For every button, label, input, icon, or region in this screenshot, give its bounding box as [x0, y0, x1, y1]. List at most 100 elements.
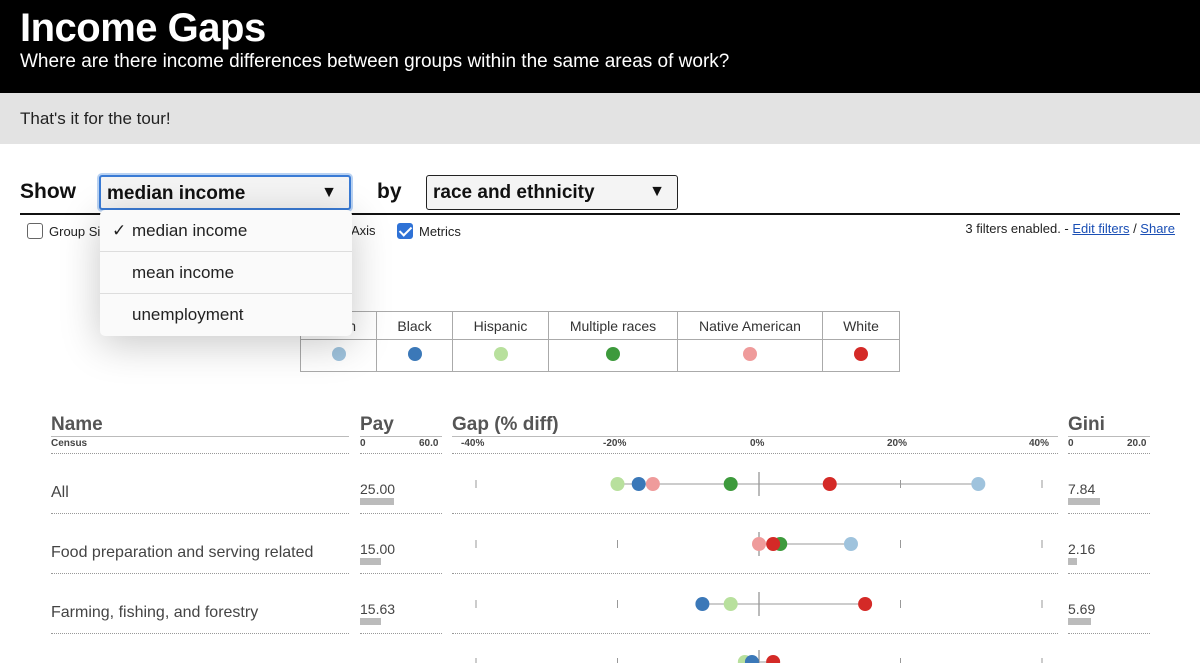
gini-bar [1068, 618, 1092, 625]
filters-text: 3 filters enabled. - [965, 221, 1073, 236]
checkbox-box[interactable] [27, 223, 43, 239]
row-name[interactable]: All [51, 484, 69, 501]
pay-bar [360, 498, 395, 505]
by-label: by [377, 180, 402, 203]
gap-dot-multiple-races[interactable] [723, 477, 738, 491]
legend-dot-white [854, 347, 868, 361]
gap-dot-hispanic[interactable] [723, 597, 738, 611]
pay-value: 15.63 [360, 601, 396, 617]
gap-tick-label: 20% [887, 438, 908, 449]
row-name[interactable]: Food preparation and serving related [51, 544, 314, 561]
app-header: Income Gaps Where are there income diffe… [0, 0, 1200, 93]
subheader-census: Census [51, 438, 88, 449]
controls-divider [20, 213, 1180, 215]
row-rule [51, 573, 349, 574]
metric-dropdown-menu: ✓ median income mean income unemployment [100, 210, 352, 336]
metric-select[interactable]: median income ▼ [99, 175, 351, 210]
group-select[interactable]: race and ethnicity ▼ [426, 175, 678, 210]
gap-dot-black[interactable] [695, 597, 710, 611]
pay-value: 25.00 [360, 481, 396, 497]
checkbox-box-checked[interactable] [397, 223, 413, 239]
subheader-rule [1068, 453, 1150, 454]
legend-dot-asian [331, 347, 346, 361]
legend-dot-black [407, 347, 422, 361]
legend-swatch-cell [677, 339, 823, 372]
checkbox-label: Metrics [419, 223, 461, 239]
pay-value: 15.00 [360, 541, 396, 557]
legend-swatch-cell [376, 339, 453, 372]
row-rule [1068, 573, 1150, 574]
gap-dot-black[interactable] [744, 655, 759, 663]
gap-dot-white[interactable] [822, 477, 837, 491]
gini-axis-min: 0 [1068, 438, 1074, 449]
header-rule [360, 436, 442, 437]
gini-value: 7.84 [1068, 481, 1096, 497]
column-header-name[interactable]: Name [51, 414, 103, 435]
pay-axis-max: 60.0 [419, 438, 439, 449]
legend-dot-native-american [743, 347, 757, 361]
gap-tick-label: -40% [461, 438, 485, 449]
legend-swatch-cell [822, 339, 900, 372]
checkbox-label: Group Si [49, 223, 101, 239]
checkbox-label: Axis [351, 223, 376, 238]
metric-select-value: median income [107, 183, 246, 204]
axis-checkbox[interactable]: Axis [351, 223, 376, 238]
tour-message: That's it for the tour! [20, 109, 171, 128]
tour-banner: That's it for the tour! [0, 93, 1200, 144]
chevron-down-icon: ▼ [649, 183, 665, 200]
column-header-pay[interactable]: Pay [360, 414, 394, 435]
row-rule [51, 513, 349, 514]
gap-dot-white[interactable] [766, 537, 781, 551]
dropdown-option-median-income[interactable]: ✓ median income [100, 210, 352, 252]
column-header-gap[interactable]: Gap (% diff) [452, 414, 559, 435]
row-rule [360, 513, 442, 514]
chevron-down-icon: ▼ [321, 184, 337, 201]
group-size-checkbox[interactable]: Group Si [27, 223, 100, 239]
edit-filters-link[interactable]: Edit filters [1072, 221, 1130, 236]
column-header-gini[interactable]: Gini [1068, 414, 1105, 435]
gap-dot-white[interactable] [766, 655, 781, 663]
gap-dot-black[interactable] [631, 477, 646, 491]
gap-tick-label: -20% [603, 438, 627, 449]
page-title: Income Gaps [20, 6, 266, 50]
gini-bar [1068, 558, 1077, 565]
dropdown-option-label: unemployment [132, 305, 244, 324]
gap-dot-white[interactable] [858, 597, 873, 611]
header-rule [51, 436, 349, 437]
gap-dot-hispanic[interactable] [610, 477, 625, 491]
metrics-checkbox[interactable]: Metrics [397, 223, 461, 239]
share-link[interactable]: Share [1140, 221, 1175, 236]
row-rule [360, 573, 442, 574]
row-rule [51, 633, 349, 634]
dropdown-option-label: median income [132, 221, 248, 240]
row-rule [452, 513, 1058, 514]
pay-bar [360, 558, 381, 565]
legend-label-hispanic: Hispanic [452, 311, 549, 340]
row-rule [360, 633, 442, 634]
row-rule [1068, 513, 1150, 514]
gap-dot-native-american[interactable] [645, 477, 660, 491]
row-name[interactable]: Farming, fishing, and forestry [51, 604, 259, 621]
gini-axis-max: 20.0 [1127, 438, 1147, 449]
filters-status: 3 filters enabled. - Edit filters / Shar… [965, 221, 1175, 236]
legend-label-multiple-races: Multiple races [548, 311, 678, 340]
dropdown-option-unemployment[interactable]: unemployment [100, 294, 352, 336]
checkmark-icon: ✓ [112, 221, 127, 240]
legend-swatch-cell [548, 339, 678, 372]
gini-value: 2.16 [1068, 541, 1096, 557]
header-rule [1068, 436, 1150, 437]
gap-dot-asian[interactable] [971, 477, 986, 491]
gini-value: 5.69 [1068, 601, 1096, 617]
subheader-rule [51, 453, 349, 454]
pay-axis-min: 0 [360, 438, 366, 449]
dropdown-option-mean-income[interactable]: mean income [100, 252, 352, 294]
gap-tick-label: 0% [750, 438, 765, 449]
gap-dot-asian[interactable] [843, 537, 858, 551]
legend-swatch-cell [300, 339, 377, 372]
legend-label-black: Black [376, 311, 453, 340]
gap-dot-native-american[interactable] [752, 537, 766, 551]
pay-bar [360, 618, 382, 625]
show-label: Show [20, 180, 76, 203]
dropdown-option-label: mean income [132, 263, 235, 282]
